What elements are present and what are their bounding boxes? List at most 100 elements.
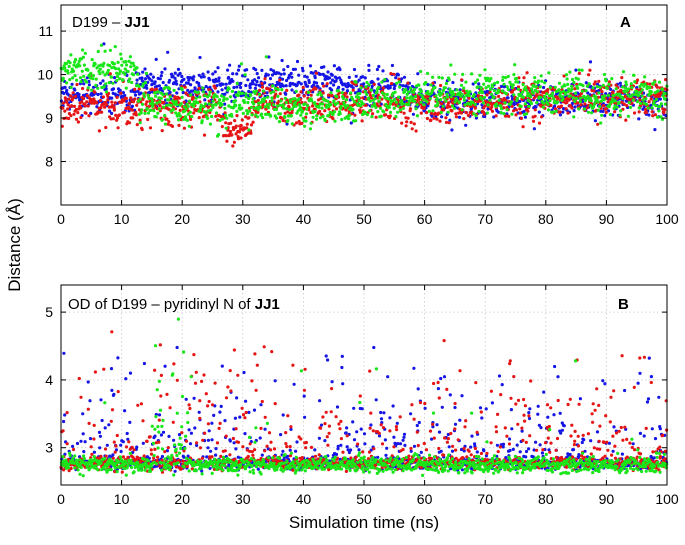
data-point (452, 106, 456, 110)
data-point (537, 121, 542, 125)
data-point (363, 76, 367, 80)
data-point (332, 83, 336, 87)
data-point (602, 72, 607, 77)
data-point (237, 130, 241, 134)
data-point (184, 439, 189, 443)
data-point (266, 95, 270, 99)
data-point (145, 439, 149, 443)
data-point (371, 93, 375, 97)
data-point (272, 103, 276, 107)
data-point (110, 408, 115, 412)
data-point (196, 101, 200, 105)
data-point (133, 93, 138, 97)
data-point (377, 64, 381, 69)
data-point (608, 87, 613, 91)
data-point (431, 109, 435, 113)
data-point (602, 98, 606, 102)
data-point (345, 95, 349, 99)
data-point (472, 93, 476, 97)
data-point (103, 447, 108, 451)
data-point (224, 126, 228, 130)
data-point (247, 116, 251, 120)
data-point (480, 416, 484, 420)
data-point (546, 108, 551, 112)
data-point (453, 422, 458, 426)
data-point (412, 366, 416, 370)
data-point (220, 103, 224, 107)
data-point (499, 111, 503, 115)
data-point (501, 78, 505, 82)
data-point (65, 411, 69, 415)
data-point (518, 111, 522, 115)
data-point (85, 94, 89, 98)
data-point (214, 111, 219, 115)
data-point (138, 121, 142, 125)
data-point (398, 442, 403, 446)
data-point (76, 120, 80, 124)
data-point (391, 404, 395, 408)
data-point (121, 440, 125, 444)
data-point (163, 122, 168, 126)
data-point (248, 86, 252, 90)
data-point (93, 90, 97, 94)
data-point (192, 75, 196, 79)
data-point (478, 73, 482, 77)
data-point (659, 102, 664, 106)
data-point (259, 426, 263, 430)
data-point (231, 79, 235, 83)
data-point (96, 92, 100, 97)
data-point (644, 97, 648, 101)
data-point (79, 76, 83, 80)
data-point (300, 121, 304, 125)
data-point (322, 84, 326, 88)
data-point (285, 445, 289, 449)
data-point (276, 87, 280, 92)
x-tick-label: 0 (57, 211, 65, 227)
data-point (448, 87, 452, 91)
data-point (320, 106, 324, 110)
data-point (255, 72, 259, 76)
data-point (299, 437, 303, 441)
data-point (251, 82, 255, 86)
data-point (367, 83, 371, 87)
data-point (239, 123, 243, 128)
data-point (197, 410, 201, 414)
data-point (618, 81, 622, 85)
data-point (424, 81, 428, 85)
data-point (458, 97, 462, 101)
x-tick-label: 10 (114, 211, 130, 227)
data-point (233, 416, 237, 420)
data-point (586, 91, 590, 95)
data-point (276, 94, 280, 98)
data-point (444, 81, 448, 86)
data-point (67, 97, 71, 101)
data-point (65, 100, 69, 104)
data-point (113, 45, 117, 49)
data-point (124, 60, 128, 64)
data-point (185, 118, 189, 122)
data-point (232, 85, 236, 90)
data-point (349, 121, 353, 125)
data-point (168, 406, 172, 410)
data-point (351, 88, 355, 92)
data-point (340, 117, 344, 122)
data-point (270, 73, 275, 77)
data-point (656, 89, 660, 93)
data-point (223, 102, 227, 106)
data-point (571, 96, 575, 100)
data-point (604, 79, 608, 83)
data-point (121, 91, 125, 95)
data-point (182, 100, 186, 104)
data-point (496, 88, 500, 92)
data-point (116, 60, 120, 64)
data-point (590, 111, 594, 115)
data-point (515, 96, 520, 100)
data-point (111, 117, 115, 121)
data-point (564, 73, 569, 77)
data-point (228, 369, 232, 373)
data-point (330, 387, 334, 391)
data-point (228, 63, 232, 67)
data-point (506, 74, 510, 79)
data-point (653, 80, 657, 84)
data-point (376, 110, 380, 114)
